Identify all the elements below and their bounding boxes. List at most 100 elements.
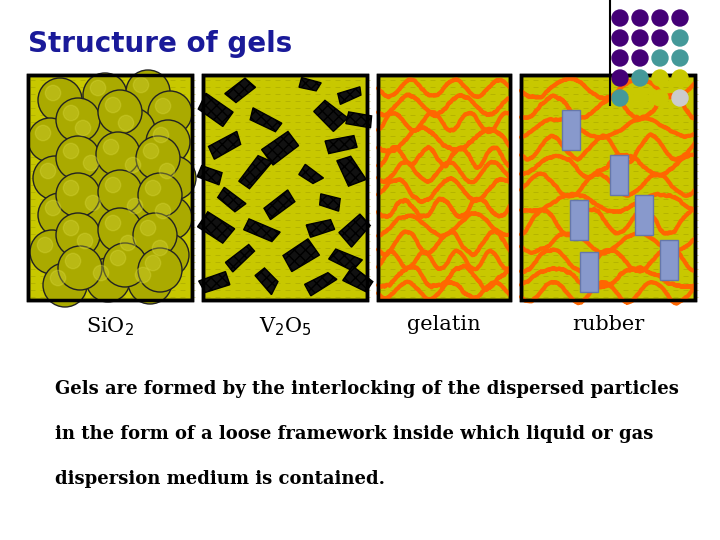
Circle shape: [56, 173, 100, 217]
Circle shape: [40, 163, 55, 179]
Circle shape: [33, 156, 77, 200]
Circle shape: [145, 180, 161, 195]
Circle shape: [632, 90, 648, 106]
Polygon shape: [243, 219, 280, 241]
Polygon shape: [325, 136, 357, 153]
Circle shape: [652, 30, 668, 46]
Circle shape: [148, 196, 192, 240]
Polygon shape: [209, 131, 240, 159]
Circle shape: [85, 195, 101, 211]
Circle shape: [156, 98, 171, 114]
Polygon shape: [329, 249, 362, 271]
Bar: [660, 240, 678, 280]
Polygon shape: [225, 245, 254, 272]
Circle shape: [94, 265, 109, 281]
Circle shape: [83, 73, 127, 117]
Circle shape: [58, 246, 102, 290]
Circle shape: [153, 127, 168, 143]
Text: Gels are formed by the interlocking of the dispersed particles: Gels are formed by the interlocking of t…: [55, 380, 679, 398]
Polygon shape: [314, 100, 348, 131]
Circle shape: [120, 235, 135, 251]
Circle shape: [672, 10, 688, 26]
Circle shape: [672, 50, 688, 66]
Bar: [521, 75, 695, 300]
Polygon shape: [199, 272, 230, 293]
Polygon shape: [217, 187, 246, 212]
Bar: [610, 155, 628, 195]
Circle shape: [30, 230, 74, 274]
Circle shape: [111, 108, 155, 152]
Text: SiO$_2$: SiO$_2$: [86, 315, 134, 338]
Circle shape: [612, 10, 628, 26]
Circle shape: [120, 191, 164, 235]
Text: dispersion medium is contained.: dispersion medium is contained.: [55, 470, 385, 488]
Circle shape: [153, 240, 168, 256]
Bar: [203, 75, 367, 300]
Circle shape: [63, 143, 78, 159]
Circle shape: [135, 267, 150, 283]
Circle shape: [632, 30, 648, 46]
Circle shape: [133, 213, 177, 257]
Circle shape: [86, 258, 130, 302]
Circle shape: [652, 70, 668, 86]
Circle shape: [50, 271, 66, 286]
Circle shape: [672, 30, 688, 46]
Bar: [378, 75, 510, 300]
Circle shape: [37, 237, 53, 253]
Text: gelatin: gelatin: [408, 315, 481, 334]
Circle shape: [105, 215, 121, 231]
Circle shape: [136, 136, 180, 180]
Circle shape: [98, 170, 142, 214]
Polygon shape: [197, 166, 222, 185]
Circle shape: [143, 143, 158, 159]
Bar: [28, 75, 192, 300]
Polygon shape: [283, 239, 320, 272]
Circle shape: [43, 263, 87, 307]
Circle shape: [672, 70, 688, 86]
Circle shape: [63, 220, 78, 235]
Text: rubber: rubber: [572, 315, 644, 334]
Circle shape: [98, 208, 142, 252]
Circle shape: [110, 251, 126, 266]
Polygon shape: [339, 214, 370, 247]
Circle shape: [138, 173, 182, 217]
Circle shape: [127, 198, 143, 214]
Circle shape: [63, 105, 78, 121]
Text: Structure of gels: Structure of gels: [28, 30, 292, 58]
Polygon shape: [197, 212, 235, 243]
Circle shape: [56, 213, 100, 257]
Circle shape: [632, 70, 648, 86]
Polygon shape: [343, 266, 373, 292]
Circle shape: [113, 228, 157, 272]
Circle shape: [146, 120, 190, 164]
Circle shape: [70, 226, 114, 270]
Circle shape: [76, 148, 120, 192]
Polygon shape: [198, 93, 233, 126]
Circle shape: [612, 70, 628, 86]
Polygon shape: [299, 78, 321, 91]
Circle shape: [38, 78, 82, 122]
Circle shape: [45, 200, 60, 215]
Circle shape: [103, 139, 119, 154]
Circle shape: [84, 156, 99, 171]
Circle shape: [133, 77, 149, 93]
Circle shape: [145, 233, 189, 277]
Polygon shape: [320, 194, 340, 211]
Polygon shape: [306, 220, 335, 237]
Circle shape: [38, 193, 82, 237]
Circle shape: [118, 116, 134, 131]
Circle shape: [145, 255, 161, 271]
Bar: [203, 75, 367, 300]
Circle shape: [156, 203, 171, 219]
Bar: [580, 252, 598, 292]
Circle shape: [78, 188, 122, 232]
Circle shape: [68, 113, 112, 157]
Circle shape: [672, 90, 688, 106]
Circle shape: [35, 125, 50, 141]
Circle shape: [98, 90, 142, 134]
Circle shape: [159, 163, 175, 179]
Bar: [521, 75, 695, 300]
Text: V$_2$O$_5$: V$_2$O$_5$: [258, 315, 311, 338]
Bar: [28, 75, 192, 300]
Circle shape: [652, 50, 668, 66]
